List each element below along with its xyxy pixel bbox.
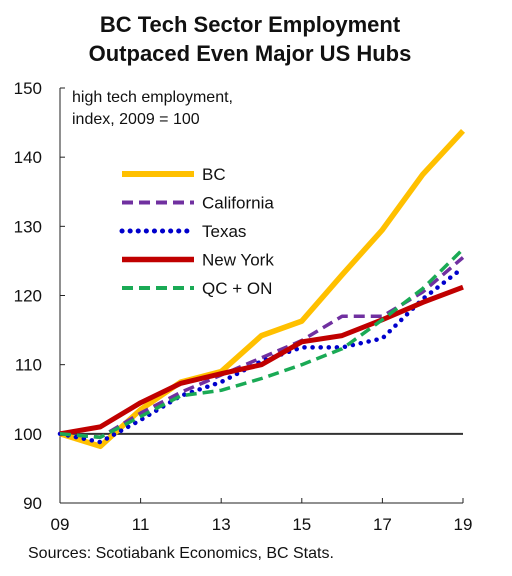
y-tick-label: 110 bbox=[15, 356, 42, 375]
y-tick-label: 90 bbox=[23, 494, 42, 513]
axes-layer: 90 100 110 120 130 140 150 09 11 13 15 17 19 bbox=[14, 79, 473, 534]
y-tick-label: 130 bbox=[14, 217, 42, 236]
axis-annotation-line-2: index, 2009 = 100 bbox=[72, 111, 200, 128]
axis-annotation-line-1: high tech employment, bbox=[72, 89, 233, 106]
y-tick-label: 100 bbox=[14, 425, 42, 444]
series-line-qc-on bbox=[59, 247, 465, 440]
series-line-texas bbox=[57, 265, 466, 445]
legend-label: Texas bbox=[202, 222, 246, 241]
x-tick-label: 09 bbox=[51, 515, 70, 534]
chart-title: BC Tech Sector Employment Outpaced Even … bbox=[0, 10, 500, 68]
x-tick-label: 15 bbox=[292, 515, 311, 534]
y-tick-label: 120 bbox=[14, 287, 42, 306]
source-note: Sources: Scotiabank Economics, BC Stats. bbox=[28, 545, 334, 562]
x-tick-label: 11 bbox=[132, 515, 150, 534]
x-tick-label: 17 bbox=[373, 515, 392, 534]
x-tick-label: 19 bbox=[454, 515, 473, 534]
legend-label: California bbox=[202, 194, 274, 213]
chart-title-line-2: Outpaced Even Major US Hubs bbox=[88, 41, 412, 66]
y-tick-label: 140 bbox=[14, 148, 42, 167]
y-tick-label: 150 bbox=[14, 79, 42, 98]
legend-label: New York bbox=[202, 251, 274, 270]
series-line-new-york bbox=[59, 284, 464, 437]
chart-title-line-1: BC Tech Sector Employment bbox=[99, 12, 401, 37]
legend-label: QC + ON bbox=[202, 279, 272, 298]
x-tick-label: 13 bbox=[212, 515, 231, 534]
legend-label: BC bbox=[202, 165, 226, 184]
series-layer bbox=[57, 129, 466, 450]
legend: BC California Texas New York QC + ON bbox=[119, 165, 274, 298]
